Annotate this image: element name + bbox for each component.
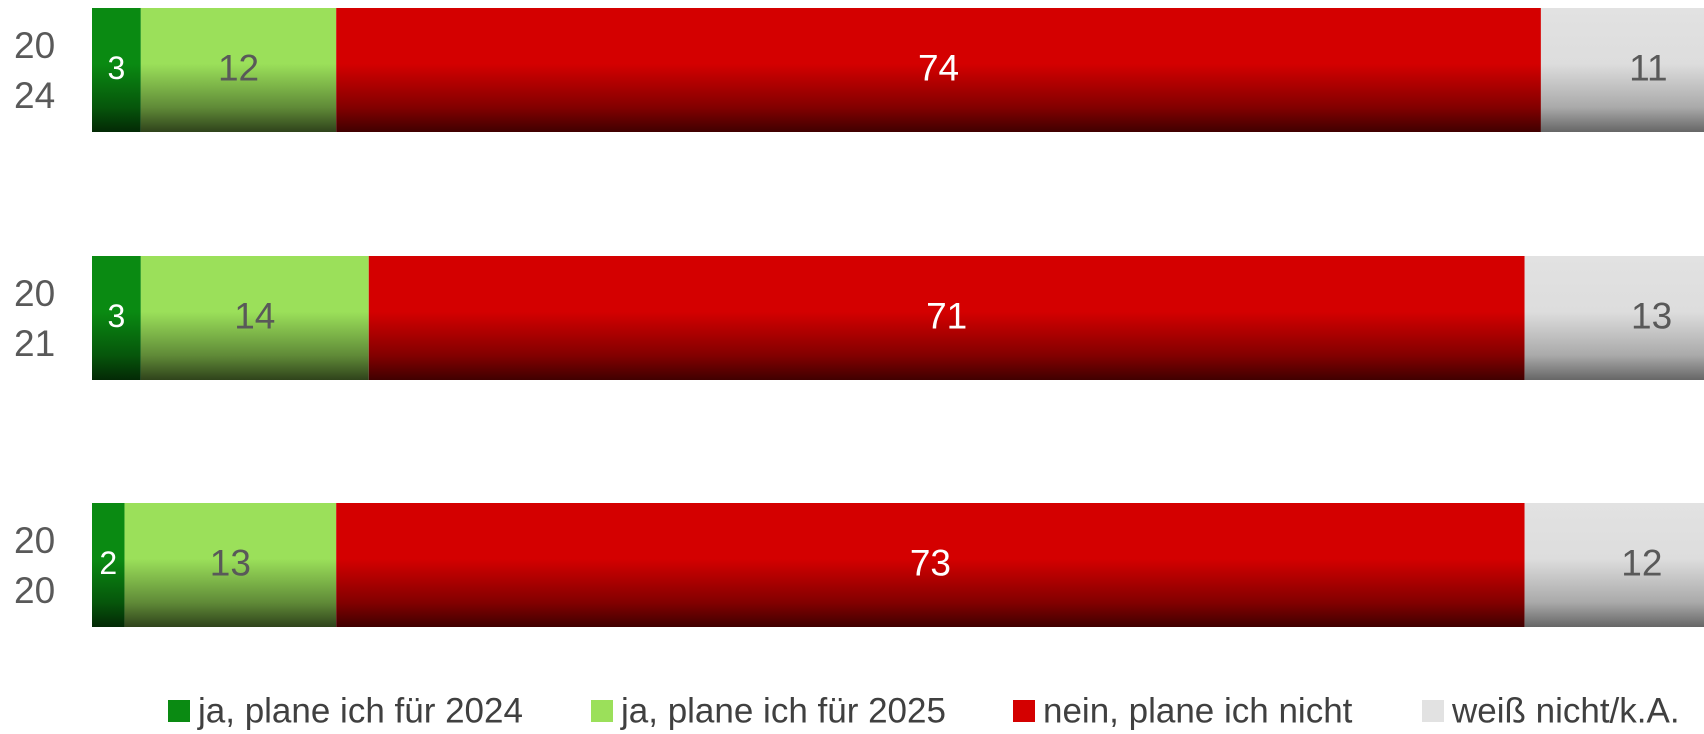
category-label-line: 24 <box>14 75 55 116</box>
bar-segment <box>1524 503 1704 627</box>
data-label: 13 <box>1631 296 1672 337</box>
bar-segment <box>140 256 369 380</box>
legend-swatch <box>1013 700 1035 722</box>
data-label: 11 <box>1629 48 1667 89</box>
legend-label: ja, plane ich für 2025 <box>620 692 946 731</box>
data-label: 71 <box>926 296 967 337</box>
bar-segment <box>1540 8 1704 132</box>
category-label-line: 21 <box>14 323 55 364</box>
legend-swatch <box>1422 700 1444 722</box>
data-label: 73 <box>910 543 951 584</box>
data-label: 3 <box>108 50 126 86</box>
category-label-line: 20 <box>14 25 55 66</box>
bar-segment <box>140 8 337 132</box>
legend-label: nein, plane ich nicht <box>1043 692 1353 731</box>
legend: ja, plane ich für 2024 ja, plane ich für … <box>168 692 1680 731</box>
legend-swatch <box>591 700 613 722</box>
data-label: 14 <box>234 296 275 337</box>
bar-segment <box>92 8 141 132</box>
data-label: 12 <box>1621 543 1662 584</box>
bar-segment <box>336 8 1541 132</box>
category-label-line: 20 <box>14 570 55 611</box>
bar-segment <box>124 503 337 627</box>
category-label-line: 20 <box>14 520 55 561</box>
bar-segment <box>92 256 141 380</box>
data-label: 74 <box>918 48 959 89</box>
bar-segment <box>1524 256 1704 380</box>
data-label: 2 <box>99 545 117 581</box>
data-label: 12 <box>218 48 259 89</box>
bar-segment <box>92 503 125 627</box>
bar-segment <box>368 256 1525 380</box>
data-label: 13 <box>210 543 251 584</box>
legend-swatch <box>168 700 190 722</box>
bars-layer <box>92 8 1704 627</box>
category-label-line: 20 <box>14 273 55 314</box>
legend-label: ja, plane ich für 2024 <box>197 692 523 731</box>
bar-segment <box>336 503 1525 627</box>
data-label: 3 <box>108 298 126 334</box>
legend-label: weiß nicht/k.A. <box>1451 692 1680 731</box>
